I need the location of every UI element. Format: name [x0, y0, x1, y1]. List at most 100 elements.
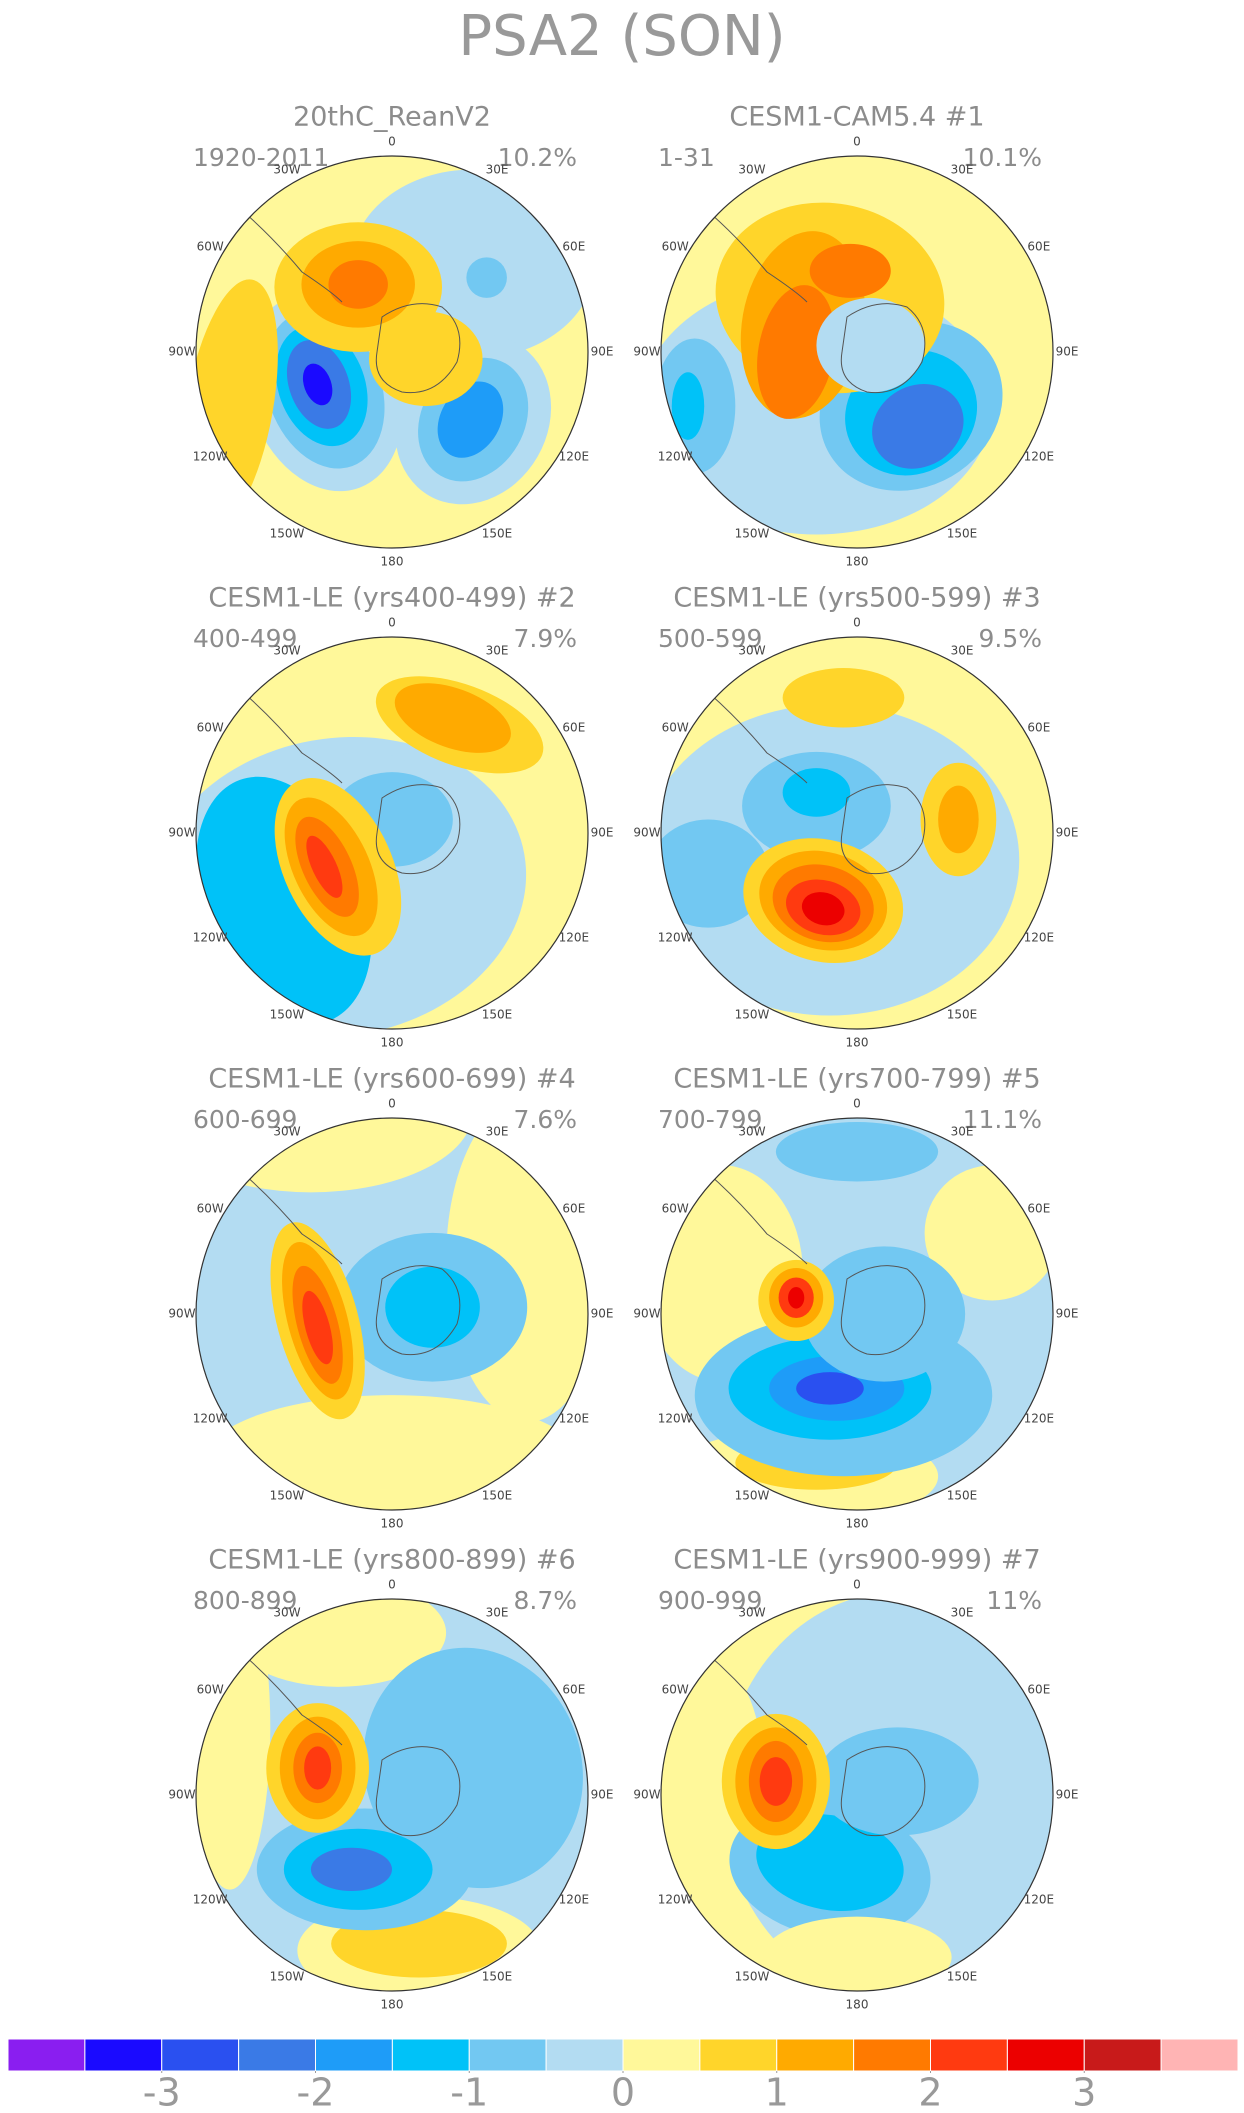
map-field [661, 1599, 1053, 1991]
figure-title: PSA2 (SON) [458, 4, 785, 69]
longitude-label: 120E [1024, 1412, 1055, 1426]
longitude-label: 180 [846, 1036, 869, 1050]
longitude-label: 90E [1056, 1788, 1079, 1802]
map-panel: CESM1-LE (yrs800-899) #6 800-899 8.7% 0 30E 6… [168, 1545, 613, 2012]
longitude-label: 150W [270, 1969, 305, 1983]
colorbar-label: 2 [918, 2071, 942, 2113]
colorbar-box [1160, 2038, 1239, 2072]
longitude-label: 150E [947, 1969, 978, 1983]
panel-period: 1-31 [658, 143, 715, 172]
map-border [660, 636, 1054, 1030]
contour-region [816, 297, 925, 393]
longitude-label: 120E [559, 931, 590, 945]
contour-region [782, 668, 905, 728]
colorbar-box [1083, 2038, 1162, 2072]
longitude-label: 30W [273, 1125, 300, 1139]
colorbar-label: -1 [450, 2071, 488, 2113]
map-field [661, 156, 1053, 548]
map-border [660, 155, 1054, 549]
colorbar-box [622, 2038, 701, 2072]
contour-region [304, 1746, 332, 1790]
longitude-label: 0 [388, 1097, 396, 1111]
map-border [195, 155, 589, 549]
longitude-label: 60E [1027, 721, 1050, 735]
longitude-label: 120W [658, 931, 693, 945]
longitude-label: 60E [1027, 1202, 1050, 1216]
map-panel: CESM1-LE (yrs400-499) #2 400-499 7.9% 0 30E 6… [168, 583, 613, 1050]
contour-region [385, 1266, 480, 1348]
contour-region [759, 1757, 793, 1806]
contour-region [302, 363, 333, 406]
map-field [196, 637, 588, 1029]
longitude-label: 120E [1024, 1893, 1055, 1907]
longitude-label: 150E [482, 1007, 513, 1021]
map-field [196, 1599, 588, 1991]
longitude-label: 150W [270, 526, 305, 540]
longitude-label: 60W [662, 721, 689, 735]
longitude-label: 90W [633, 345, 660, 359]
contour-region [788, 1286, 805, 1309]
map-field [661, 637, 1053, 1029]
panel-title: CESM1-LE (yrs800-899) #6 [208, 1545, 575, 1576]
longitude-label: 150E [947, 1488, 978, 1502]
panel-percent: 7.6% [513, 1105, 577, 1134]
colorbar-label: -3 [143, 2071, 181, 2113]
colorbar-box [545, 2038, 624, 2072]
longitude-label: 0 [388, 1578, 396, 1592]
longitude-label: 30E [486, 163, 509, 177]
contour-region [306, 835, 343, 898]
map-border [195, 636, 589, 1030]
contour-region [801, 892, 845, 926]
contour-region [872, 384, 964, 469]
longitude-label: 60W [197, 240, 224, 254]
longitude-label: 90W [168, 826, 195, 840]
panel-title: CESM1-LE (yrs500-599) #3 [673, 583, 1040, 614]
longitude-label: 60E [1027, 240, 1050, 254]
longitude-label: 30E [951, 644, 974, 658]
contour-region [757, 285, 836, 419]
map-border [660, 1117, 1054, 1511]
panel-period: 700-799 [658, 1105, 762, 1134]
longitude-label: 90E [1056, 345, 1079, 359]
map-panel: CESM1-LE (yrs500-599) #3 500-599 9.5% 0 30E 6… [633, 583, 1078, 1050]
longitude-label: 90W [633, 1788, 660, 1802]
panel-title: CESM1-LE (yrs600-699) #4 [208, 1064, 575, 1095]
longitude-label: 120W [193, 1893, 228, 1907]
longitude-label: 180 [846, 555, 869, 569]
longitude-label: 60E [562, 721, 585, 735]
contour-region [302, 1290, 333, 1365]
map-panel: 20thC_ReanV2 1920-2011 10.2% 0 30E 60E 90E 120E… [168, 102, 614, 569]
contour-region [782, 768, 851, 817]
longitude-label: 120E [1024, 450, 1055, 464]
map-panel: CESM1-LE (yrs600-699) #4 600-699 7.6% 0 30E 6… [168, 1064, 614, 1531]
longitude-label: 90W [168, 345, 195, 359]
longitude-label: 60W [662, 240, 689, 254]
panel-title: CESM1-LE (yrs900-999) #7 [673, 1545, 1040, 1576]
colorbar-box [930, 2038, 1008, 2072]
longitude-label: 120W [193, 450, 228, 464]
longitude-label: 90W [633, 1307, 660, 1321]
longitude-label: 30W [738, 163, 765, 177]
contour-region [802, 1246, 966, 1382]
panel-title: 20thC_ReanV2 [293, 102, 491, 133]
colorbar-label: 0 [611, 2071, 635, 2113]
contour-region [809, 243, 891, 298]
longitude-label: 150W [270, 1488, 305, 1502]
colorbar-box [84, 2038, 163, 2072]
longitude-label: 90E [591, 345, 614, 359]
longitude-label: 120W [658, 1412, 693, 1426]
longitude-label: 90E [1056, 1307, 1079, 1321]
panel-title: CESM1-LE (yrs700-799) #5 [673, 1064, 1040, 1095]
contour-region [394, 683, 511, 753]
map-border [195, 1117, 589, 1511]
panel-percent: 9.5% [978, 624, 1042, 653]
longitude-label: 30W [738, 1606, 765, 1620]
longitude-label: 0 [388, 616, 396, 630]
longitude-label: 90E [591, 1307, 614, 1321]
longitude-label: 120E [1024, 931, 1055, 945]
map-border [660, 1598, 1054, 1992]
colorbar: -3 -2 -1 0 1 2 3 [7, 2038, 1239, 2113]
colorbar-box [315, 2038, 393, 2072]
longitude-label: 30E [486, 644, 509, 658]
